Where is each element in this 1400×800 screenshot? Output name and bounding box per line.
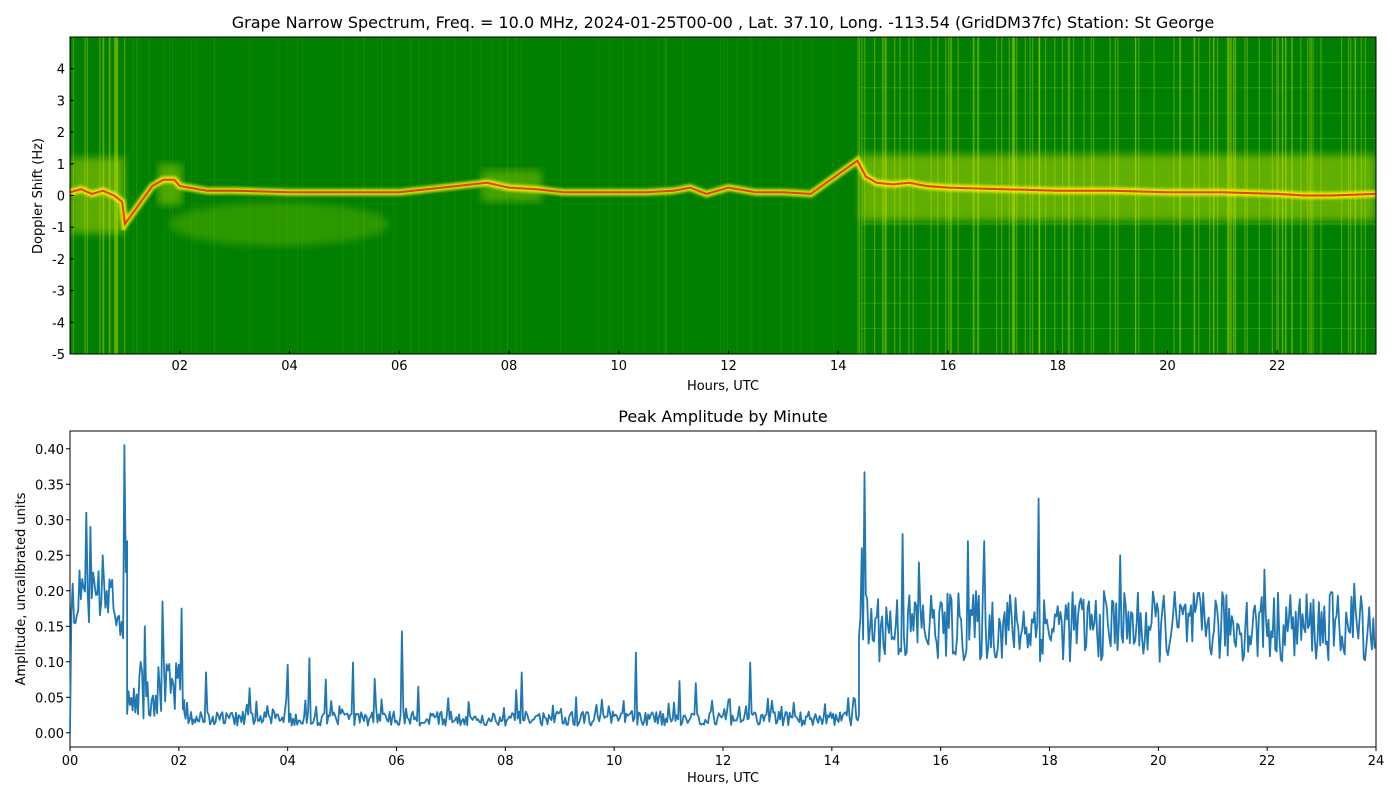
amplitude-x-tick-label: 20: [1150, 754, 1167, 769]
doppler-trace: [70, 159, 1376, 227]
spectrogram-x-tick-label: 16: [940, 359, 957, 374]
amplitude-x-tick-label: 12: [715, 754, 732, 769]
amplitude-title: Peak Amplitude by Minute: [618, 407, 828, 426]
spectrogram-x-tick-label: 02: [171, 359, 188, 374]
spectrogram-y-tick-label: 0: [57, 190, 65, 205]
spectrogram-y-tick-label: -5: [52, 348, 65, 363]
spectrogram-x-tick-label: 18: [1049, 359, 1066, 374]
spectrogram-y-tick-label: -3: [52, 285, 65, 300]
spectrogram-y-label: Doppler Shift (Hz): [31, 138, 46, 254]
spectrogram-y-tick-label: -4: [52, 316, 65, 331]
amplitude-x-tick-label: 00: [62, 754, 79, 769]
amplitude-y-tick-label: 0.30: [35, 514, 64, 529]
amplitude-x-tick-label: 06: [388, 754, 405, 769]
amplitude-x-tick-label: 10: [606, 754, 623, 769]
spectrogram-x-tick-label: 22: [1269, 359, 1286, 374]
spectrogram-x-tick-label: 12: [720, 359, 737, 374]
spectrogram-y-tick-label: 2: [57, 126, 65, 141]
amplitude-x-tick-label: 02: [171, 754, 188, 769]
spectrogram-x-tick-label: 20: [1159, 359, 1176, 374]
spectrogram-y-tick-label: 3: [57, 94, 65, 109]
amplitude-x-tick-label: 16: [932, 754, 949, 769]
spectrogram-y-tick-label: -1: [52, 221, 65, 236]
amplitude-x-label: Hours, UTC: [687, 771, 759, 786]
spectrogram-plot-area: [70, 37, 1376, 354]
amplitude-x-tick-label: 24: [1368, 754, 1385, 769]
spectrogram-x-tick-label: 06: [391, 359, 408, 374]
amplitude-y-tick-label: 0.15: [35, 620, 64, 635]
amplitude-y-tick-label: 0.35: [35, 478, 64, 493]
spectrogram-x-tick-label: 10: [610, 359, 627, 374]
spectrum-title: Grape Narrow Spectrum, Freq. = 10.0 MHz,…: [232, 13, 1215, 32]
spectrogram-x-label: Hours, UTC: [687, 379, 759, 394]
amplitude-series-line: [69, 444, 1377, 733]
amplitude-y-tick-label: 0.20: [35, 585, 64, 600]
spectrogram-x-tick-label: 08: [501, 359, 518, 374]
amplitude-x-tick-label: 14: [824, 754, 841, 769]
amplitude-y-label: Amplitude, uncalibrated units: [14, 492, 29, 685]
amplitude-x-tick-label: 04: [279, 754, 296, 769]
amplitude-y-tick-label: 0.05: [35, 691, 64, 706]
spectrogram-y-tick-label: -2: [52, 253, 65, 268]
amplitude-y-tick-label: 0.10: [35, 656, 64, 671]
amplitude-plot-frame: [69, 430, 1377, 748]
amplitude-y-tick-label: 0.40: [35, 443, 64, 458]
amplitude-y-ticks: 0.00 0.05 0.10 0.15 0.20 0.25 0.30 0.35 0.40: [35, 443, 70, 742]
amplitude-x-tick-label: 22: [1259, 754, 1276, 769]
amplitude-x-tick-label: 08: [497, 754, 514, 769]
spectrogram-x-tick-label: 04: [281, 359, 298, 374]
spectrogram-y-tick-label: 1: [57, 158, 65, 173]
spectrogram-x-tick-label: 14: [830, 359, 847, 374]
amplitude-y-tick-label: 0.25: [35, 549, 64, 564]
spectrogram-y-tick-label: 4: [57, 63, 65, 78]
amplitude-x-ticks: 00 02 04 06 08 10 12 14 16 18 20 22 24: [62, 747, 1385, 769]
amplitude-x-tick-label: 18: [1041, 754, 1058, 769]
amplitude-y-tick-label: 0.00: [35, 727, 64, 742]
spectrogram-x-ticks: 02 04 06 08 10 12 14 16 18 20 22: [171, 350, 1286, 374]
spectrogram-y-ticks: -5 -4 -3 -2 -1 0 1 2 3 4: [52, 63, 74, 363]
